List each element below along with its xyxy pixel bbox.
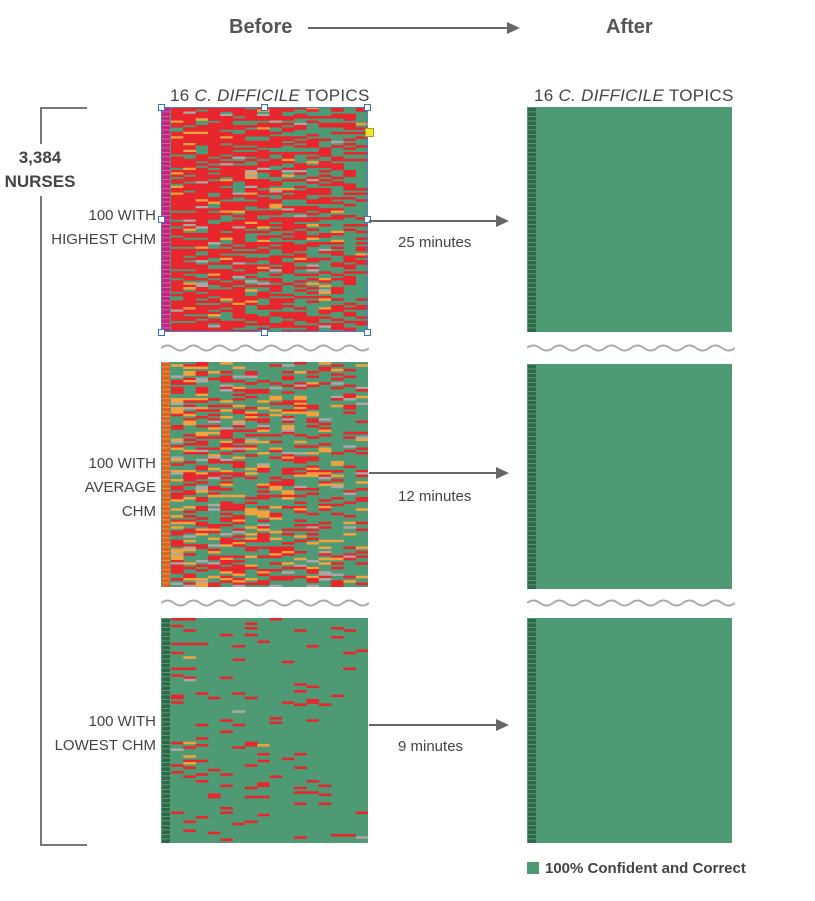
row-label-average: 100 WITH AVERAGE CHM: [84, 455, 156, 520]
time-highest: 25 minutes: [398, 234, 472, 251]
timeline-arrow-line: [308, 27, 508, 29]
row-label-lowest: 100 WITH LOWEST CHM: [54, 713, 156, 754]
nurses-label: 3,384 NURSES: [4, 146, 76, 194]
heatmap-cells: [162, 362, 368, 587]
break-marker: [527, 599, 735, 607]
nurses-count: 3,384: [18, 148, 62, 167]
break-marker: [161, 344, 369, 352]
heatmap-cells: [162, 107, 368, 332]
time-lowest: 9 minutes: [398, 738, 464, 755]
legend-swatch: [527, 862, 539, 874]
arrow-highest-line: [369, 220, 497, 222]
after-grid-highest-chm: [527, 107, 732, 332]
after-grid-average-chm: [527, 364, 732, 589]
arrow-lowest-line: [369, 724, 497, 726]
before-header: Before: [229, 16, 293, 38]
arrow-average-line: [369, 472, 497, 474]
selection-anchor-handle[interactable]: [365, 128, 374, 137]
selection-handle[interactable]: [364, 329, 371, 336]
nurses-bracket-top: [40, 107, 87, 144]
before-grid-lowest-chm: [161, 618, 368, 843]
nurse-id-strip: [162, 618, 170, 843]
nurse-id-strip: [528, 364, 536, 589]
selection-handle[interactable]: [364, 216, 371, 223]
arrow-lowest-head: [496, 719, 509, 731]
selection-handle[interactable]: [158, 216, 165, 223]
nurse-id-strip: [162, 107, 170, 332]
legend-label: 100% Confident and Correct: [545, 860, 746, 877]
nurse-id-strip: [528, 107, 536, 332]
selection-handle[interactable]: [364, 104, 371, 111]
break-marker: [527, 344, 735, 352]
after-grid-lowest-chm: [527, 618, 732, 843]
nurse-id-strip: [528, 618, 536, 843]
time-average: 12 minutes: [398, 488, 472, 505]
heatmap-cells: [162, 618, 368, 843]
nurse-id-strip: [162, 362, 170, 587]
selection-handle[interactable]: [261, 329, 268, 336]
arrow-highest-head: [496, 215, 509, 227]
nurses-text: NURSES: [4, 172, 76, 191]
timeline-arrow-head: [507, 22, 520, 34]
arrow-average-head: [496, 467, 509, 479]
nurses-bracket-bottom: [40, 196, 87, 846]
selection-handle[interactable]: [261, 104, 268, 111]
before-grid-average-chm: [161, 362, 368, 587]
selection-handle[interactable]: [158, 329, 165, 336]
break-marker: [161, 599, 369, 607]
selection-handle[interactable]: [158, 104, 165, 111]
before-column-title: 16 C. DIFFICILE TOPICS: [170, 86, 370, 105]
row-label-highest: 100 WITH HIGHEST CHM: [51, 207, 156, 248]
before-grid-highest-chm: [161, 107, 368, 332]
after-header: After: [606, 16, 653, 38]
after-column-title: 16 C. DIFFICILE TOPICS: [534, 86, 734, 105]
legend: 100% Confident and Correct: [527, 860, 746, 877]
